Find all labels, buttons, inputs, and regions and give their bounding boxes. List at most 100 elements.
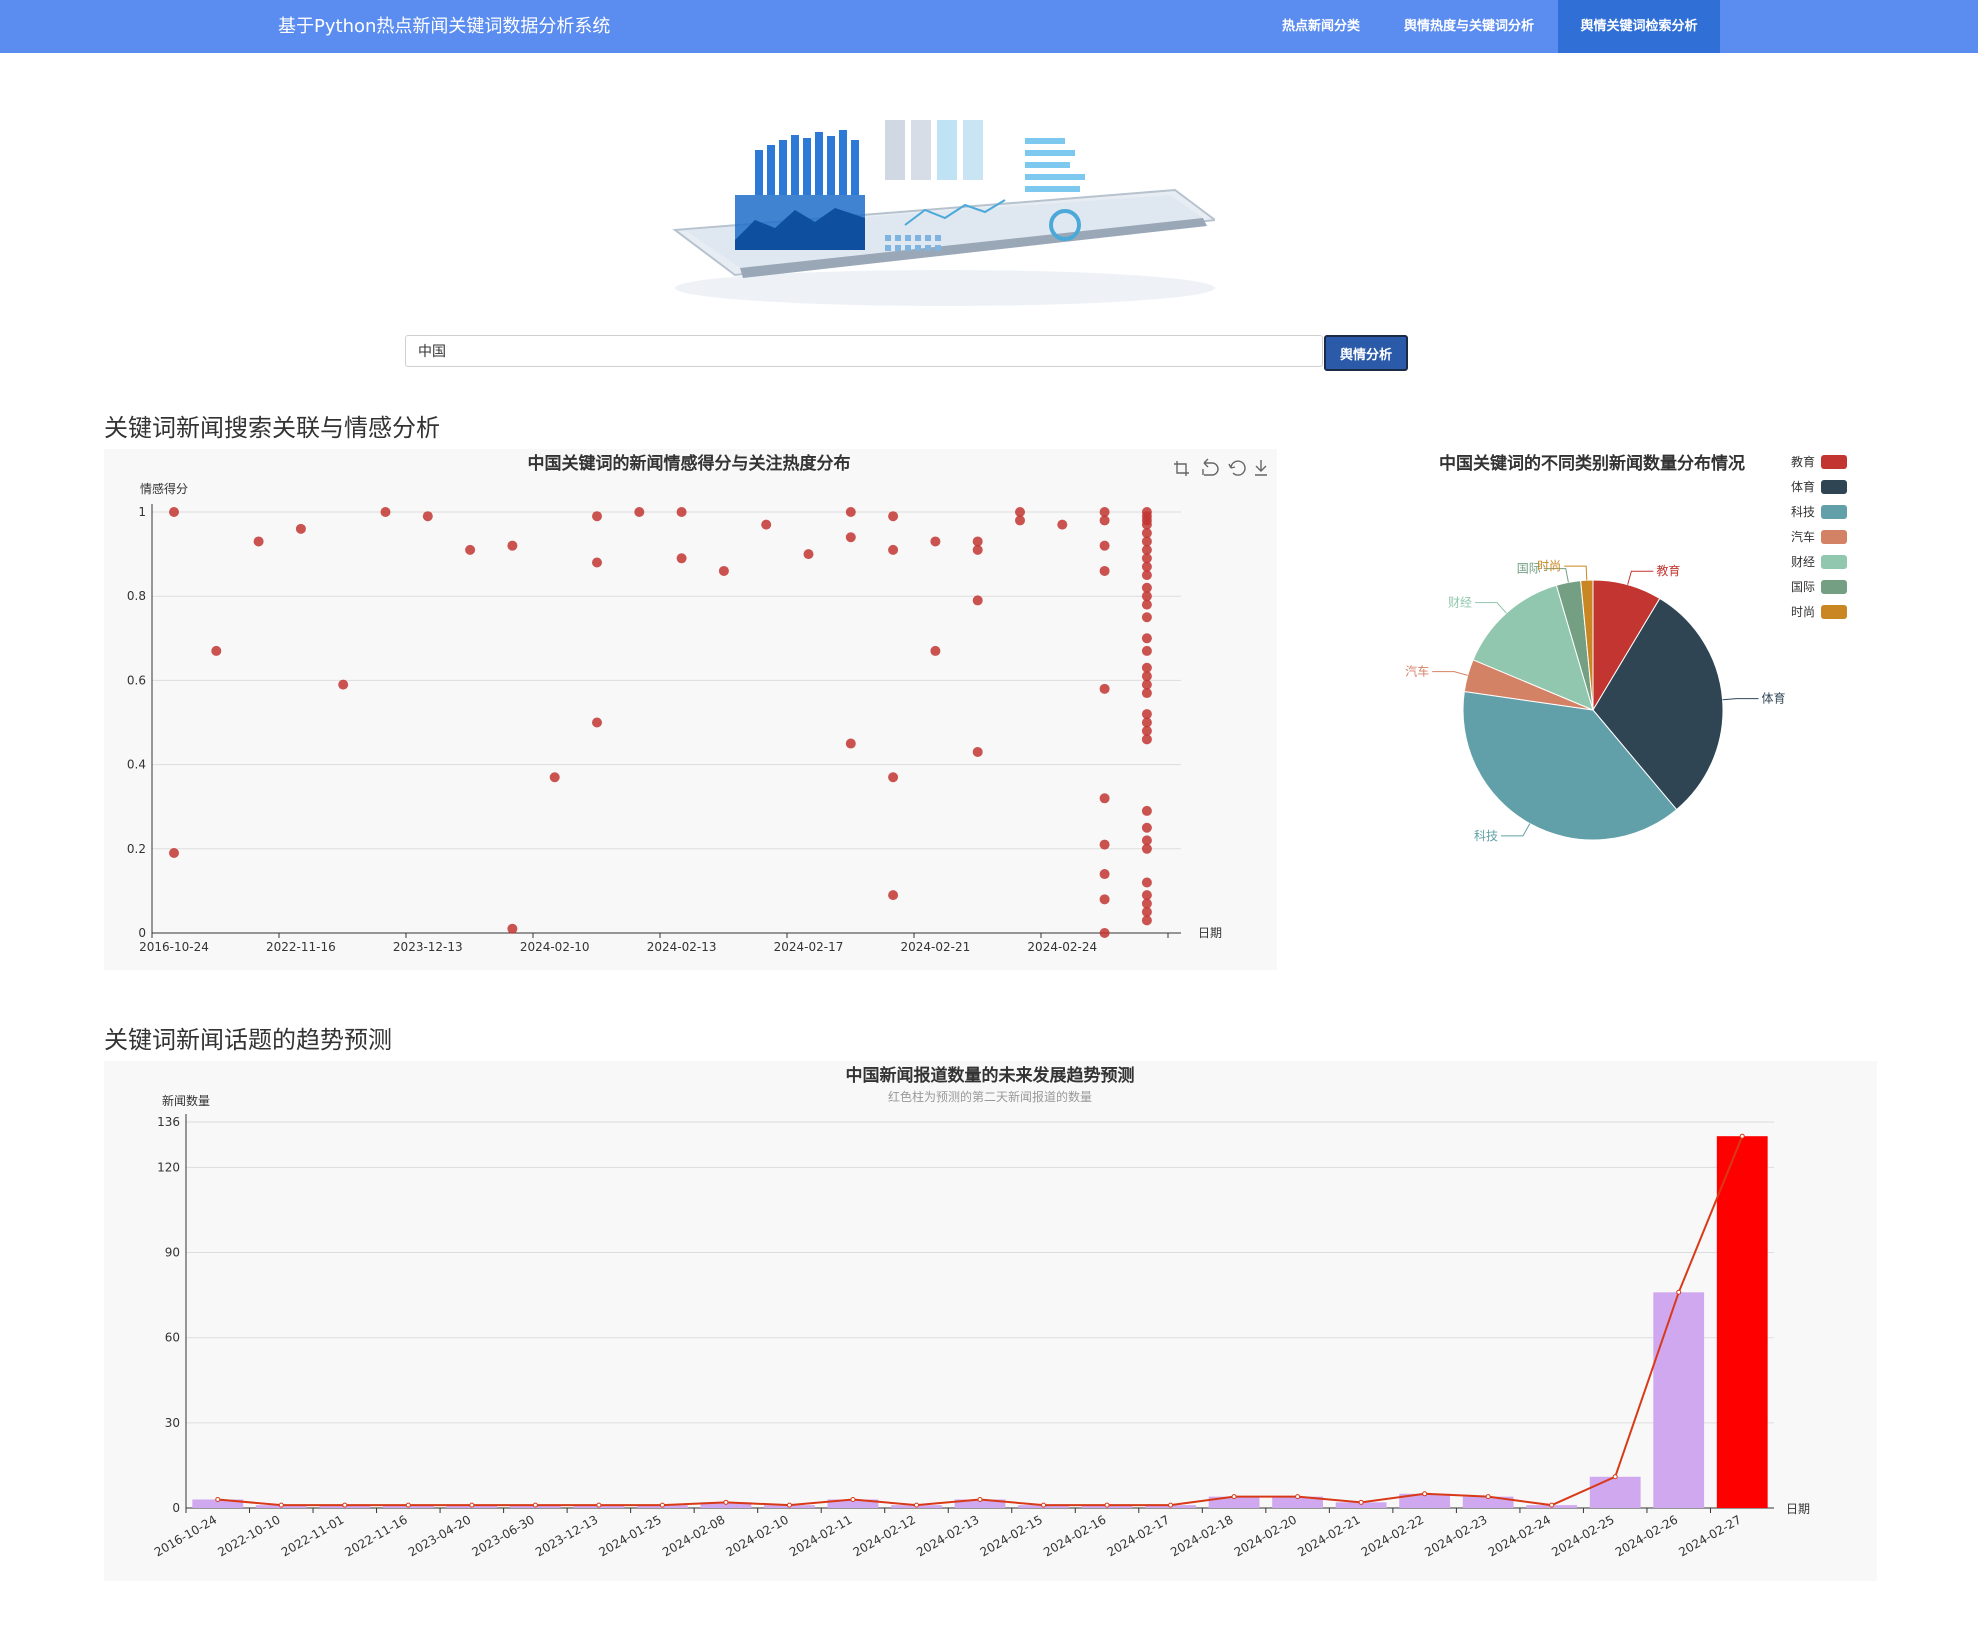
trend-line-point (786, 1502, 792, 1508)
scatter-x-tick-label: 2024-02-21 (901, 940, 971, 954)
download-icon[interactable] (1255, 460, 1267, 476)
bar-x-axis-label: 日期 (1786, 1502, 1810, 1516)
bar (1462, 1496, 1514, 1508)
pie-legend-swatch (1821, 555, 1847, 569)
scatter-x-tick-label: 2024-02-13 (647, 940, 717, 954)
scatter-point (422, 511, 433, 522)
scatter-point (1141, 612, 1152, 623)
trend-line-point (1549, 1502, 1555, 1508)
scatter-point (1141, 805, 1152, 816)
trend-line-point (532, 1502, 538, 1508)
undo-icon[interactable] (1202, 458, 1219, 476)
scatter-point (1141, 671, 1152, 682)
scatter-point (803, 549, 814, 560)
bar-x-tick-label: 2024-02-13 (914, 1512, 981, 1559)
pie-legend-swatch (1821, 580, 1847, 594)
pie-slice-label: 教育 (1656, 563, 1680, 578)
scatter-point (1141, 528, 1152, 539)
keyword-search-input[interactable] (405, 335, 1323, 367)
bar (1399, 1493, 1451, 1508)
scatter-point (1099, 683, 1110, 694)
bar-chart-panel: 中国新闻报道数量的未来发展趋势预测 红色柱为预测的第二天新闻报道的数量 新闻数量… (104, 1061, 1877, 1581)
scatter-point (1015, 515, 1025, 526)
bar (954, 1499, 1006, 1508)
scatter-point (1141, 734, 1152, 745)
refresh-icon[interactable] (1228, 460, 1246, 476)
pie-legend-swatch (1821, 480, 1847, 494)
sentiment-analysis-button[interactable]: 舆情分析 (1324, 335, 1408, 371)
pie-legend-label: 科技 (1791, 505, 1815, 519)
trend-line-point (342, 1502, 348, 1508)
pie-chart-title: 中国关键词的不同类别新闻数量分布情况 (1439, 453, 1745, 474)
crop-icon[interactable] (1174, 461, 1189, 476)
scatter-x-tick-label: 2024-02-24 (1027, 940, 1097, 954)
bar-x-tick-label: 2023-06-30 (469, 1512, 536, 1559)
bar-x-tick-label: 2022-10-10 (215, 1512, 282, 1559)
scatter-chart-title: 中国关键词的新闻情感得分与关注热度分布 (528, 453, 851, 474)
trend-line-point (1104, 1502, 1110, 1508)
bar-x-tick-label: 2024-02-20 (1232, 1512, 1299, 1559)
scatter-point (507, 923, 518, 934)
trend-line-point (405, 1502, 411, 1508)
scatter-point (549, 772, 560, 783)
scatter-y-tick-label: 0 (138, 926, 146, 940)
trend-line-point (1358, 1499, 1364, 1505)
scatter-point (1141, 877, 1152, 888)
scatter-point (1141, 822, 1152, 833)
trend-line-point (1485, 1494, 1491, 1500)
hero-tablet-illustration (672, 120, 1215, 306)
bar-y-tick-label: 0 (172, 1501, 180, 1515)
trend-line-point (659, 1502, 665, 1508)
scatter-point (718, 565, 729, 576)
nav-item-hot-news-classification[interactable]: 热点新闻分类 (1281, 19, 1360, 34)
scatter-point (1141, 553, 1152, 564)
scatter-point (1141, 898, 1152, 909)
trend-line-point (913, 1502, 919, 1508)
bar-chart-subtitle: 红色柱为预测的第二天新闻报道的数量 (888, 1089, 1092, 1104)
pie-legend-label: 国际 (1791, 580, 1815, 594)
scatter-point (592, 557, 602, 568)
scatter-y-tick-label: 0.2 (127, 842, 146, 856)
bar-x-tick-label: 2016-10-24 (152, 1512, 219, 1559)
scatter-chart: 中国关键词的新闻情感得分与关注热度分布 情感得分 日期 0 0.2 0.4 0.6 0.… (127, 453, 1267, 954)
pie-label-line (1564, 565, 1588, 581)
trend-line-point (1041, 1502, 1047, 1508)
scatter-point (1099, 894, 1110, 905)
scatter-point (1141, 843, 1152, 854)
scatter-point (295, 523, 306, 534)
scatter-x-tick-label: 2022-11-16 (266, 940, 336, 954)
trend-line-point (850, 1496, 856, 1502)
bar-x-tick-label: 2024-02-12 (851, 1512, 918, 1559)
trend-line-point (1422, 1491, 1428, 1497)
scatter-point (1099, 839, 1110, 850)
trend-line-point (1739, 1133, 1745, 1139)
pie-slice-label: 国际 (1517, 562, 1541, 576)
scatter-point (1141, 662, 1152, 673)
bar (192, 1499, 244, 1508)
bar-y-tick-label: 60 (165, 1331, 180, 1345)
pie-slice (1592, 597, 1724, 811)
scatter-point (1141, 709, 1152, 720)
scatter-y-axis-label: 情感得分 (140, 481, 188, 496)
nav-item-keyword-search-analysis[interactable]: 舆情关键词检索分析 (1558, 0, 1720, 53)
app-brand-title[interactable]: 基于Python热点新闻关键词数据分析系统 (278, 16, 611, 37)
scatter-point (1141, 915, 1152, 926)
nav-item-sentiment-heat-keyword-analysis[interactable]: 舆情热度与关键词分析 (1403, 19, 1534, 34)
scatter-x-tick-label: 2016-10-24 (139, 940, 209, 954)
scatter-point (634, 507, 645, 517)
scatter-point (972, 746, 983, 757)
bar-x-tick-label: 2024-02-21 (1295, 1512, 1362, 1559)
bar-x-tick-label: 2024-02-15 (978, 1512, 1045, 1559)
bar-x-tick-label: 2024-02-23 (1422, 1512, 1489, 1559)
bar-x-tick-label: 2024-02-27 (1676, 1512, 1743, 1559)
pie-slice-label: 体育 (1762, 691, 1786, 706)
pie-legend-swatch (1821, 605, 1847, 619)
scatter-point (1099, 507, 1110, 517)
bar (827, 1499, 879, 1508)
trend-line-point (469, 1502, 475, 1508)
trend-line-point (723, 1499, 729, 1505)
scatter-point (930, 645, 941, 656)
trend-line-point (596, 1502, 602, 1508)
scatter-point (380, 507, 391, 517)
scatter-point (1141, 835, 1152, 846)
